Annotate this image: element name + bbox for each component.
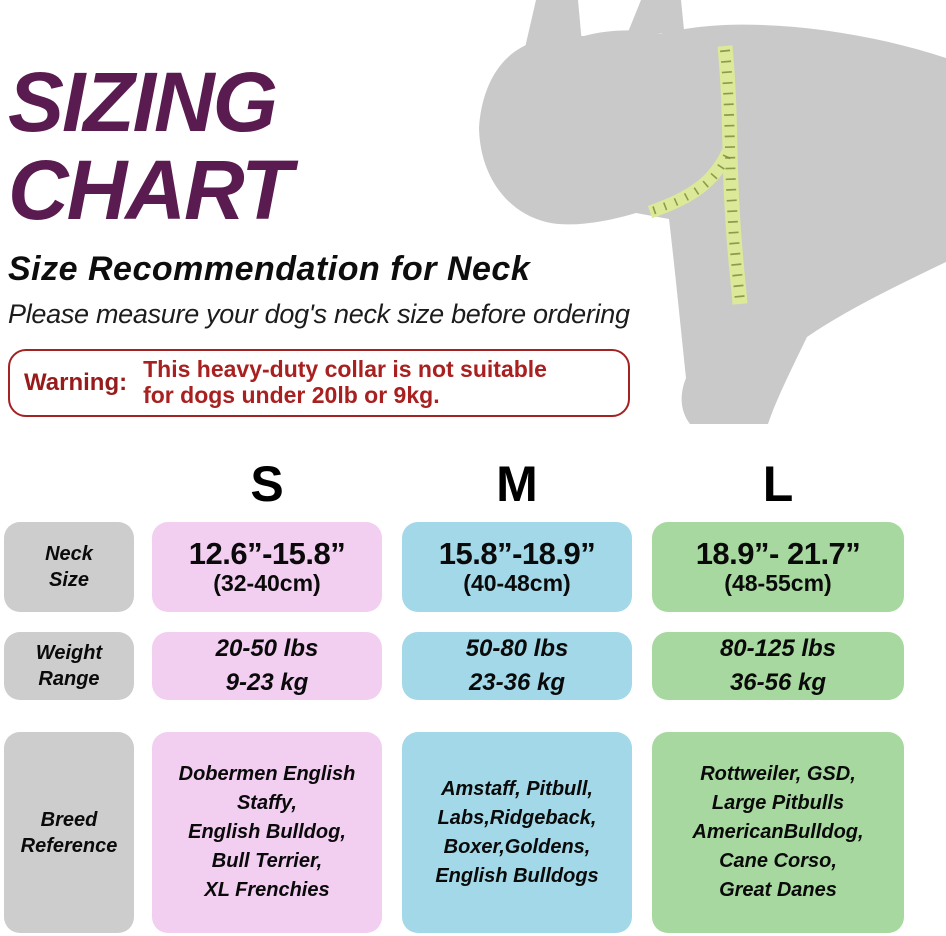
measuring-tape-ticks	[720, 49, 745, 303]
breed-list-s: Dobermen English Staffy, English Bulldog…	[178, 763, 356, 901]
cell-breed-s: Dobermen English Staffy, English Bulldog…	[152, 732, 382, 933]
cell-breed-m: Amstaff, Pitbull, Labs,Ridgeback, Boxer,…	[402, 732, 632, 933]
neck-size-m-inches: 15.8”-18.9”	[438, 536, 596, 572]
cell-breed-l: Rottweiler, GSD, Large Pitbulls American…	[652, 732, 904, 933]
row-label-neck-size: Neck Size	[4, 522, 134, 612]
measuring-tape-branch	[647, 149, 734, 219]
cell-neck-size-m: 15.8”-18.9” (40-48cm)	[402, 522, 632, 612]
neck-size-l-inches: 18.9”- 21.7”	[695, 536, 861, 572]
weight-range-l: 80-125 lbs 36-56 kg	[719, 635, 837, 696]
breed-list-l: Rottweiler, GSD, Large Pitbulls American…	[692, 763, 864, 901]
neck-size-m-cm: (40-48cm)	[463, 569, 571, 596]
cell-weight-m: 50-80 lbs 23-36 kg	[402, 632, 632, 700]
warning-box: Warning: This heavy-duty collar is not s…	[8, 349, 630, 417]
page-title: SIZING CHART	[8, 55, 292, 237]
cell-weight-s: 20-50 lbs 9-23 kg	[152, 632, 382, 700]
neck-size-s-cm: (32-40cm)	[213, 569, 321, 596]
page-subtitle: Size Recommendation for Neck	[8, 250, 531, 288]
row-label-text: Breed Reference	[20, 808, 118, 857]
cell-weight-l: 80-125 lbs 36-56 kg	[652, 632, 904, 700]
weight-range-m: 50-80 lbs 23-36 kg	[465, 635, 569, 696]
neck-size-s-inches: 12.6”-15.8”	[188, 536, 346, 572]
dog-silhouette-illustration	[479, 0, 946, 425]
cell-neck-size-s: 12.6”-15.8” (32-40cm)	[152, 522, 382, 612]
warning-label: Warning:	[24, 369, 128, 396]
weight-range-s: 20-50 lbs 9-23 kg	[215, 635, 319, 696]
row-label-text: Neck Size	[45, 543, 93, 591]
dog-body	[479, 24, 946, 425]
warning-message: This heavy-duty collar is not suitable f…	[143, 356, 547, 408]
cell-neck-size-l: 18.9”- 21.7” (48-55cm)	[652, 522, 904, 612]
row-label-weight-range: Weight Range	[4, 632, 134, 700]
column-header-s: S	[250, 456, 284, 512]
row-label-breed-reference: Breed Reference	[4, 732, 134, 933]
row-label-text: Weight Range	[35, 642, 103, 690]
neck-size-l-cm: (48-55cm)	[724, 569, 832, 596]
column-header-l: L	[762, 456, 794, 512]
measure-note: Please measure your dog's neck size befo…	[8, 299, 630, 329]
column-header-m: M	[496, 456, 538, 512]
breed-list-m: Amstaff, Pitbull, Labs,Ridgeback, Boxer,…	[435, 777, 599, 887]
